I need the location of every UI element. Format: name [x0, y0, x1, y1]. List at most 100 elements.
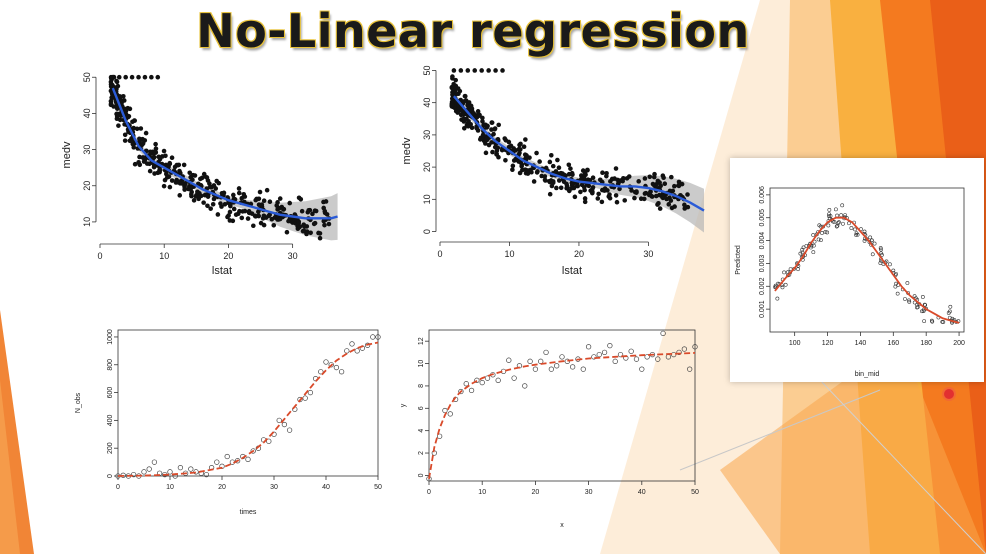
data-point — [568, 166, 573, 171]
data-point — [267, 199, 273, 204]
data-point — [647, 174, 653, 180]
data-point — [692, 344, 698, 350]
data-point — [458, 388, 464, 395]
data-point — [508, 143, 514, 149]
data-point — [472, 68, 478, 73]
plot-medv-vs-lstat-2: 0 10 20 30 0 10 20 30 40 50 lstat medv — [400, 56, 710, 280]
data-point — [816, 237, 821, 242]
data-point — [884, 259, 889, 264]
data-point — [308, 230, 313, 236]
data-point — [469, 106, 475, 111]
data-point — [905, 281, 910, 285]
data-point — [835, 213, 839, 218]
x-tick-label: 10 — [159, 251, 169, 261]
data-point — [543, 349, 549, 356]
data-point — [569, 364, 576, 370]
data-point — [681, 346, 688, 352]
data-point — [481, 122, 486, 128]
data-point — [915, 302, 919, 307]
fit-curve — [774, 216, 960, 324]
data-point — [854, 231, 859, 236]
x-axis-label: bin_mid — [855, 371, 880, 378]
data-point — [920, 309, 924, 314]
data-point — [948, 304, 953, 309]
plot-medv-vs-lstat-1: 0 10 20 30 10 20 30 40 50 lstat medv — [60, 60, 350, 280]
data-point — [114, 78, 119, 84]
data-point — [494, 151, 499, 157]
data-point — [465, 68, 471, 73]
data-point — [827, 208, 832, 212]
data-point — [149, 74, 154, 80]
data-point — [166, 174, 172, 179]
data-point — [474, 377, 480, 383]
data-point — [123, 74, 128, 80]
data-point — [798, 251, 803, 256]
data-point — [682, 202, 687, 208]
x-axis-label: lstat — [562, 265, 582, 277]
data-point — [614, 199, 620, 205]
data-point — [264, 187, 270, 193]
data-point — [489, 120, 495, 125]
data-point — [687, 366, 693, 372]
data-point — [667, 188, 673, 194]
data-point — [601, 349, 608, 356]
data-point — [132, 161, 138, 167]
data-point — [519, 163, 524, 169]
x-tick-label: 10 — [478, 489, 486, 496]
slide-title: No-Linear regression — [196, 4, 750, 58]
data-point — [820, 231, 824, 235]
data-point — [559, 354, 565, 360]
data-point — [136, 160, 141, 165]
data-point — [650, 181, 656, 187]
data-point — [522, 383, 528, 389]
data-point — [484, 125, 490, 130]
data-point — [556, 165, 562, 171]
data-point — [328, 362, 334, 368]
data-point — [653, 193, 659, 199]
data-point — [191, 198, 197, 203]
data-point — [261, 213, 267, 219]
data-point — [130, 141, 136, 147]
data-point — [169, 178, 175, 183]
data-point — [502, 136, 508, 141]
data-point — [450, 74, 455, 79]
data-point — [116, 123, 121, 128]
data-point — [529, 169, 534, 175]
data-point — [633, 356, 640, 362]
data-point — [642, 176, 648, 181]
data-point — [236, 190, 242, 196]
data-point — [222, 201, 228, 207]
data-point — [153, 141, 158, 147]
data-point — [596, 191, 601, 197]
data-point — [234, 458, 241, 464]
data-point — [483, 150, 489, 156]
data-point — [208, 206, 213, 211]
data-point — [138, 126, 144, 131]
data-point — [903, 297, 907, 301]
data-point — [258, 220, 264, 226]
data-point — [626, 174, 632, 179]
data-point — [496, 122, 502, 128]
data-point — [676, 183, 682, 189]
data-point — [225, 214, 230, 220]
data-point — [550, 180, 556, 186]
data-point — [451, 81, 456, 87]
data-point — [555, 157, 560, 163]
data-point — [142, 74, 148, 80]
data-point — [523, 137, 528, 142]
data-point — [375, 334, 381, 340]
data-point — [655, 356, 661, 362]
data-point — [321, 218, 327, 224]
data-point — [550, 163, 556, 169]
data-point — [879, 251, 883, 256]
data-point — [669, 174, 674, 180]
y-tick-label: 10 — [422, 194, 432, 204]
data-point — [894, 281, 898, 286]
data-point — [616, 180, 621, 186]
data-point — [370, 334, 376, 340]
data-point — [269, 216, 275, 222]
x-tick-label: 30 — [643, 249, 653, 259]
data-point — [132, 118, 137, 123]
data-point — [277, 216, 283, 222]
data-point — [839, 213, 844, 218]
